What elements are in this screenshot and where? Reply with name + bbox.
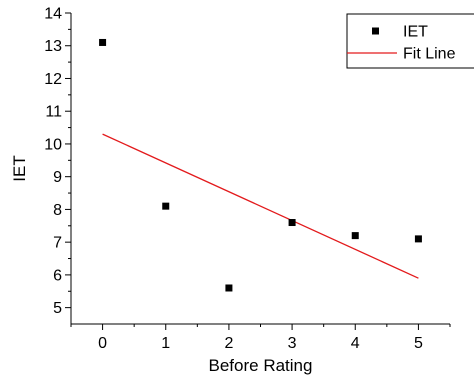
y-tick-label: 8: [53, 202, 62, 219]
x-tick-label: 4: [351, 335, 360, 352]
x-tick-label: 3: [288, 335, 297, 352]
x-tick-label: 1: [161, 335, 170, 352]
y-tick-label: 13: [44, 38, 62, 55]
y-tick-label: 14: [44, 6, 62, 23]
x-tick-label: 5: [414, 335, 423, 352]
data-point: [414, 235, 422, 243]
data-point: [288, 219, 296, 227]
plot-marks: [99, 38, 422, 292]
data-point: [351, 232, 359, 240]
y-axis-title: IET: [10, 155, 29, 181]
x-axis-title: Before Rating: [209, 356, 313, 375]
legend-label: IET: [403, 24, 428, 41]
y-tick-label: 11: [45, 104, 62, 121]
fit-line: [102, 133, 419, 279]
legend-marker-scatter: [372, 27, 379, 35]
legend: IET Fit Line: [346, 13, 474, 69]
y-tick-label: 9: [53, 169, 62, 186]
y-tick-label: 10: [44, 136, 62, 153]
y-tick-label: 5: [53, 300, 62, 317]
legend-label: Fit Line: [403, 46, 456, 63]
y-tick-label: 7: [53, 235, 62, 252]
y-tick-label: 12: [44, 71, 62, 88]
data-point: [99, 38, 107, 46]
x-tick-label: 0: [98, 335, 107, 352]
data-point: [162, 202, 170, 210]
y-tick-label: 6: [53, 267, 62, 284]
legend-box: [346, 13, 474, 69]
x-tick-label: 2: [224, 335, 233, 352]
data-point: [225, 284, 233, 292]
